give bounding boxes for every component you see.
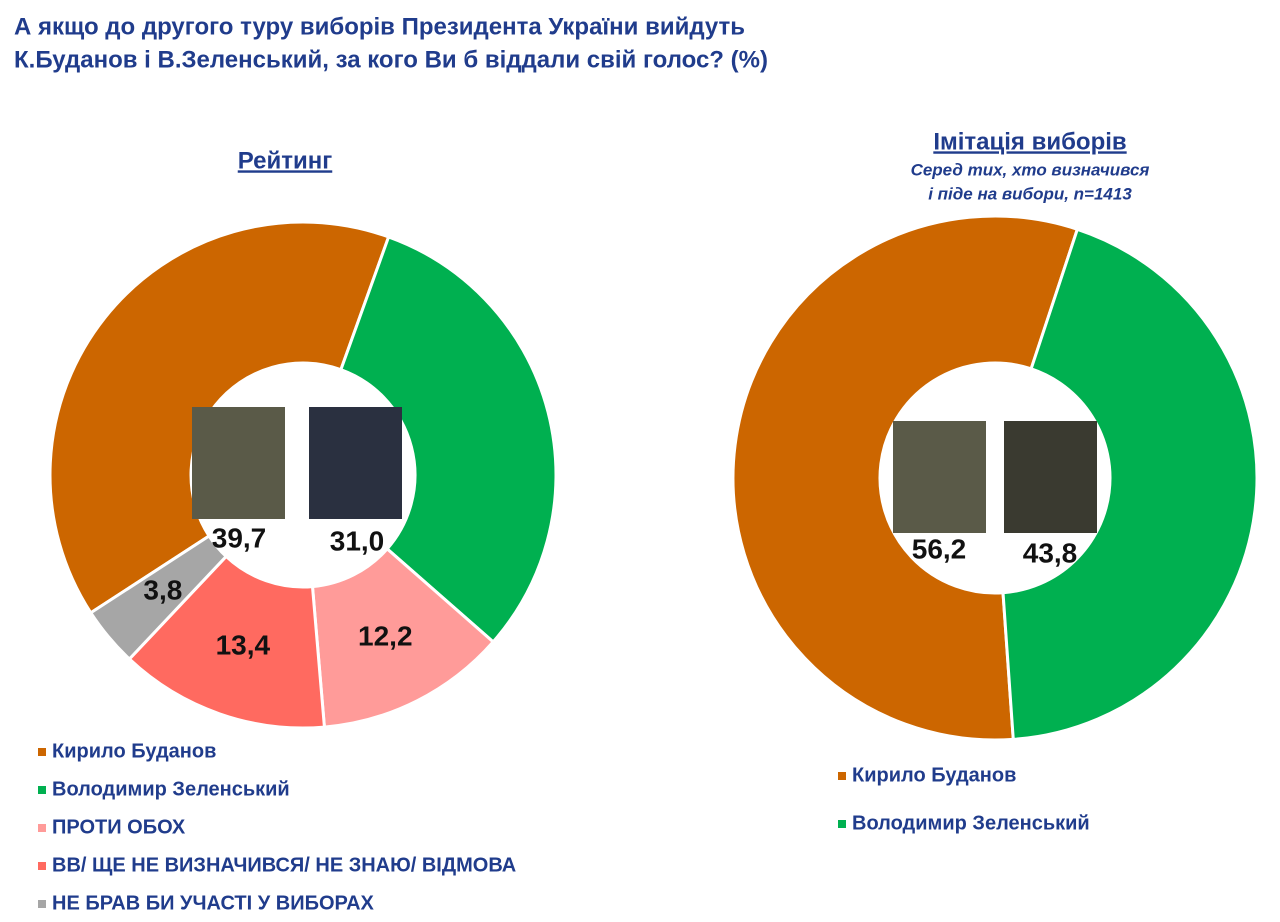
legend-swatch — [838, 772, 846, 780]
chart-subtitle: і піде на вибори, n=1413 — [928, 184, 1132, 203]
pie-segment — [88, 533, 229, 662]
legend-swatch — [38, 824, 46, 832]
chart-subtitle: Серед тих, хто визначився — [911, 160, 1150, 179]
chart-title: Рейтинг — [238, 147, 333, 174]
legend-label: Володимир Зеленський — [52, 778, 290, 800]
legend-label: Кирило Буданов — [52, 740, 216, 762]
value-label: 3,8 — [143, 574, 182, 605]
photo — [309, 407, 402, 519]
value-label: 43,8 — [1023, 537, 1078, 568]
photo — [893, 421, 986, 533]
legend-swatch — [38, 748, 46, 756]
value-label: 12,2 — [358, 620, 413, 651]
chart-title: Імітація виборів — [933, 128, 1126, 155]
legend-label: ВВ/ ЩЕ НЕ ВИЗНАЧИВСЯ/ НЕ ЗНАЮ/ ВІДМОВА — [52, 854, 516, 876]
main-title: А якщо до другого туру виборів Президент… — [14, 13, 745, 40]
photos — [192, 407, 1097, 533]
legend-label: Володимир Зеленський — [852, 812, 1090, 834]
main-title: К.Буданов і В.Зеленський, за кого Ви б в… — [14, 46, 768, 73]
value-label: 39,7 — [212, 522, 267, 553]
photo — [192, 407, 285, 519]
pie-segment — [127, 554, 327, 730]
photo — [1004, 421, 1097, 533]
value-label: 56,2 — [912, 533, 967, 564]
legend-label: ПРОТИ ОБОХ — [52, 816, 186, 838]
legend-label: НЕ БРАВ БИ УЧАСТІ У ВИБОРАХ — [52, 892, 375, 914]
pie-segment — [731, 214, 1080, 742]
pie-segment — [1001, 227, 1259, 741]
pie-segment — [310, 546, 496, 729]
legend-label: Кирило Буданов — [852, 764, 1016, 786]
value-label: 31,0 — [330, 525, 385, 556]
legend-swatch — [38, 900, 46, 908]
legend-swatch — [838, 820, 846, 828]
value-label: 13,4 — [216, 630, 271, 661]
legend-swatch — [38, 786, 46, 794]
legend-swatch — [38, 862, 46, 870]
